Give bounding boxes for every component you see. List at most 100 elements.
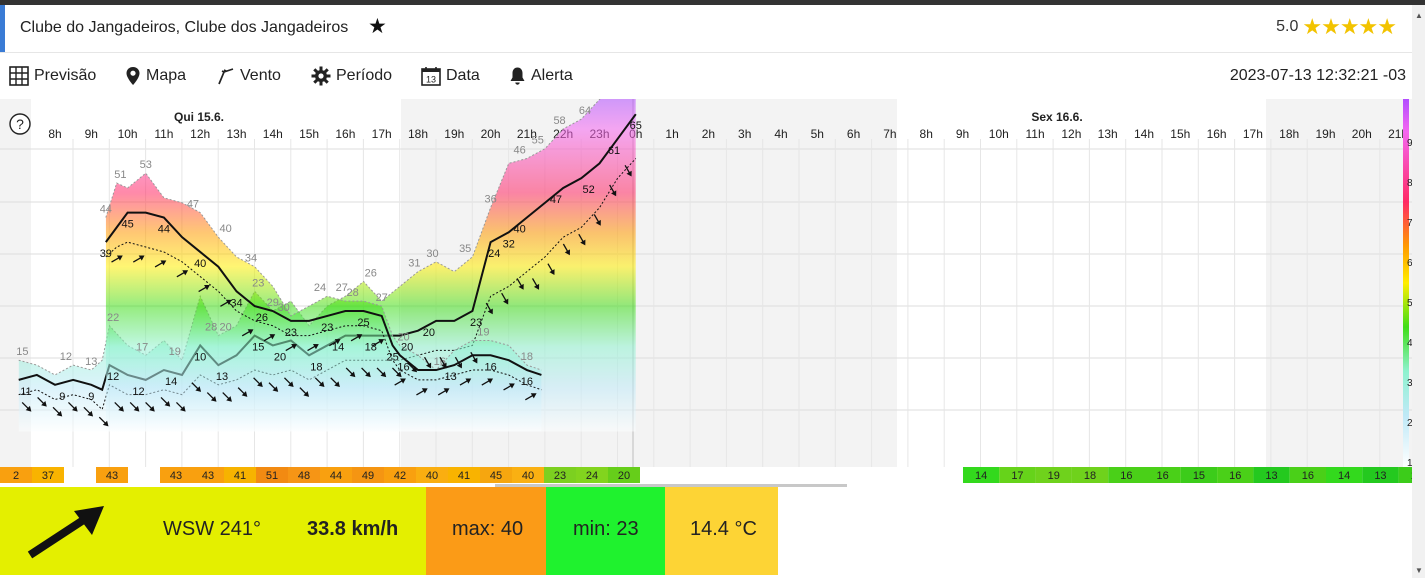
period-label: Período	[336, 67, 393, 84]
date-button[interactable]: 13 Data	[421, 66, 480, 86]
gust-label: 24	[314, 282, 326, 294]
mean-label: 47	[550, 194, 562, 206]
wind-arrow	[578, 233, 586, 246]
gust-strip-cell	[384, 467, 416, 483]
wind-arrow	[593, 214, 601, 226]
vertical-scrollbar[interactable]: ▲ ▼	[1412, 5, 1425, 578]
wind-arrow	[516, 278, 524, 290]
wind-button[interactable]: Vento	[217, 66, 281, 86]
gust-line	[105, 172, 542, 371]
scroll-down-icon[interactable]: ▼	[1415, 566, 1423, 575]
scale-tick: 6	[1407, 258, 1412, 269]
wind-arrow	[330, 377, 340, 387]
gust-strip-cell-label: 14	[1338, 470, 1350, 482]
bell-icon	[510, 67, 525, 85]
hour-tick: 12h	[190, 127, 210, 141]
wind-arrow	[176, 270, 189, 278]
gust-label: 31	[408, 258, 420, 270]
gust-strip-cell	[224, 467, 256, 483]
gust-strip-cell-label: 49	[362, 470, 374, 482]
gear-icon	[311, 66, 331, 86]
gust-strip-cell	[1289, 467, 1326, 483]
arrow-head	[312, 344, 319, 350]
favorite-star-icon[interactable]: ★	[368, 15, 387, 38]
map-button[interactable]: Mapa	[125, 66, 186, 86]
arrow-head	[400, 378, 406, 384]
toolbar: Previsão Mapa Vento Período 13 Data Aler…	[0, 53, 1412, 99]
arrow-head	[257, 381, 263, 387]
gust-label: 58	[553, 115, 565, 127]
arrow-head	[102, 420, 109, 427]
gust-strip-cell	[96, 467, 128, 483]
arrow-head	[272, 386, 279, 392]
hour-tick: 18h	[408, 127, 428, 141]
gust-strip-cell-label: 15	[1411, 470, 1412, 482]
mean-label: 23	[470, 317, 482, 329]
rating-stars-icon: ★★★★★	[1302, 14, 1397, 39]
arrow-head	[226, 396, 232, 402]
arrow-head	[443, 388, 450, 394]
gust-strip-cell	[1217, 467, 1254, 483]
forecast-button[interactable]: Previsão	[9, 66, 96, 86]
wind-arrow	[454, 356, 462, 369]
scale-tick: 2	[1407, 418, 1412, 429]
gust-strip-cell-label: 51	[266, 470, 278, 482]
wind-arrow	[624, 164, 632, 177]
gust-strip-cell-label: 16	[1302, 470, 1314, 482]
gust-strip-cell-label: 16	[1120, 470, 1132, 482]
arrow-head	[25, 405, 32, 412]
mean-label: 26	[256, 312, 268, 324]
gust-strip-cell-label: 15	[1193, 470, 1205, 482]
wind-arrow	[191, 382, 202, 392]
scale-tick: 1	[1407, 458, 1412, 469]
alert-button[interactable]: Alerta	[509, 66, 573, 86]
gust-line	[18, 99, 601, 376]
mean-label: 23	[285, 327, 297, 339]
arrow-head	[116, 255, 123, 261]
mean-label: 25	[357, 317, 369, 329]
gust-label: 30	[278, 302, 290, 314]
mean-label: 24	[488, 248, 500, 260]
gust-strip-cell-label: 2	[13, 470, 19, 482]
hour-tick: 8h	[920, 127, 933, 141]
scale-tick: 4	[1407, 338, 1412, 349]
arrow-head	[225, 299, 232, 305]
arrow-head	[611, 190, 617, 197]
gust-strip-cell	[128, 467, 160, 483]
arrow-head	[465, 378, 472, 384]
help-icon	[9, 113, 31, 135]
hour-tick: 19h	[444, 127, 464, 141]
mean-label: 14	[165, 376, 177, 388]
arrow-head	[626, 170, 632, 177]
wind-arrow	[21, 401, 32, 412]
scroll-up-icon[interactable]: ▲	[1415, 11, 1423, 20]
wind-arrow	[423, 356, 432, 369]
period-button[interactable]: Período	[311, 66, 392, 86]
arrow-head	[508, 383, 515, 389]
mean-label: 14	[332, 342, 344, 354]
horizontal-scrollbar[interactable]	[495, 484, 847, 487]
gust-strip-cell	[448, 467, 480, 483]
wind-arrow	[67, 401, 78, 412]
night-shade	[633, 99, 897, 467]
mean-label: 61	[608, 145, 620, 157]
day-label-thu: Qui 15.6.	[174, 110, 224, 124]
arrow-head	[56, 410, 63, 417]
mean-label: 40	[194, 258, 206, 270]
gust-label: 19	[169, 346, 181, 358]
calendar-icon: 13	[421, 67, 441, 86]
mean-label: 65	[630, 120, 642, 132]
gust-strip-cell-label: 17	[1011, 470, 1023, 482]
current-conditions: WSW 241° 33.8 km/h max: 40 min: 23 14.4 …	[0, 487, 1412, 578]
arrow-head	[441, 362, 447, 369]
wind-arrow	[129, 401, 140, 412]
mean-label: 44	[158, 224, 170, 236]
mean-label: 16	[397, 361, 409, 373]
wind-arrow	[160, 397, 171, 407]
gust-strip-cell	[1398, 467, 1412, 483]
mean-label: 15	[252, 342, 264, 354]
rating: 5.0 ★★★★★	[1276, 14, 1397, 39]
wind-arrow	[237, 387, 248, 397]
gust-strip-cell	[999, 467, 1036, 483]
mean-label: 18	[365, 342, 377, 354]
